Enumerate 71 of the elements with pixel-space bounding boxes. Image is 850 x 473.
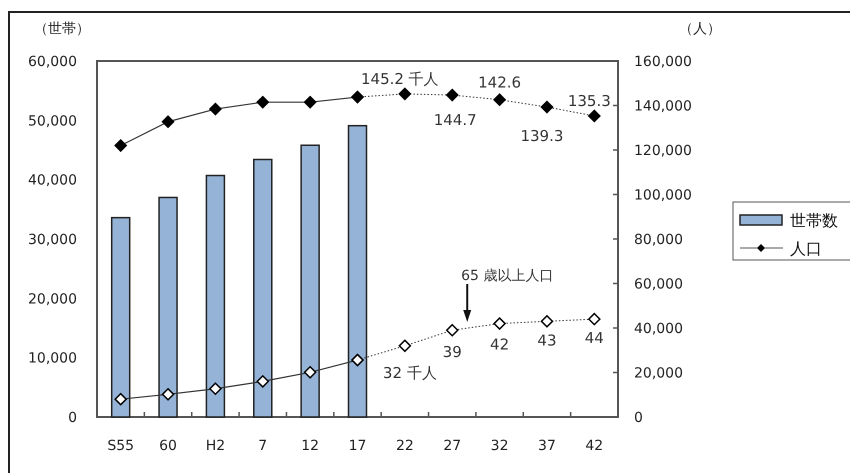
annotation: 65 歳以上人口 [461,268,554,284]
annotation: 43 [537,331,556,350]
annotation: 32 千人 [382,364,437,382]
annotation: 145.2 千人 [361,70,439,88]
y2-tick-label: 100,000 [634,188,692,204]
bar [253,158,273,418]
y-tick-label: 10,000 [28,350,77,367]
point [588,312,601,326]
x-tick-label: 22 [396,438,414,454]
x-tick-label: 17 [348,438,366,454]
point [398,340,412,352]
y-tick-label: 40,000 [28,172,77,189]
y2-tick-label: 20,000 [634,366,683,382]
y-tick-label: 30,000 [28,232,77,248]
y-tick-label: 20,000 [28,291,77,308]
point [540,315,554,328]
y-tick-label: 60,000 [28,54,77,70]
y2-tick-label: 60,000 [634,276,683,292]
annotation: 144.7 [434,111,477,130]
x-tick-label: 42 [585,438,604,454]
point [162,388,174,401]
annotation: 44 [584,329,604,348]
point [114,139,127,152]
point [114,392,127,406]
annotation: 39 [442,343,462,362]
x-tick-label: 32 [490,438,509,454]
x-tick-label: S55 [107,438,134,454]
bar [110,216,130,418]
point [256,375,270,388]
bar [158,196,178,418]
annotation: 142.6 [478,74,522,92]
point [304,366,316,379]
y2-tick-label: 160,000 [634,54,692,70]
legend-label: 世帯数 [790,211,838,230]
x-tick-label: 27 [443,438,462,454]
y2-tick-label: 120,000 [634,143,692,159]
y2-tick-label: 140,000 [634,98,692,114]
y2-tick-label: 0 [634,410,643,426]
bar [300,144,320,418]
point [398,88,412,100]
point [540,100,554,114]
point [446,88,458,102]
x-tick-label: 60 [159,438,177,454]
y2-tick-label: 40,000 [634,321,683,337]
point [351,90,364,104]
point [493,93,506,106]
point [209,102,222,116]
y-axis-title: （世帯） [34,21,90,37]
bar [206,174,226,418]
legend-label: 人口 [790,239,822,258]
arrow-annotation: 65 歳以上人口 [461,268,554,322]
point [446,324,458,336]
y-tick-label: 0 [68,410,77,426]
point [493,317,506,330]
point [256,96,270,108]
point [162,115,174,128]
x-tick-label: H2 [206,438,226,454]
point [351,354,364,366]
x-tick-label: 37 [538,438,556,454]
x-tick-label: 7 [258,438,268,454]
y-tick-label: 50,000 [28,113,77,130]
point [304,96,316,108]
annotation: 139.3 [520,127,564,146]
annotation: 135.3 [568,92,611,110]
annotation: 42 [490,336,510,354]
bar [348,124,368,418]
point [588,110,601,122]
point [209,382,222,395]
y2-tick-label: 80,000 [634,232,683,248]
y2-axis-title: （人） [679,21,721,37]
x-tick-label: 12 [301,438,320,454]
